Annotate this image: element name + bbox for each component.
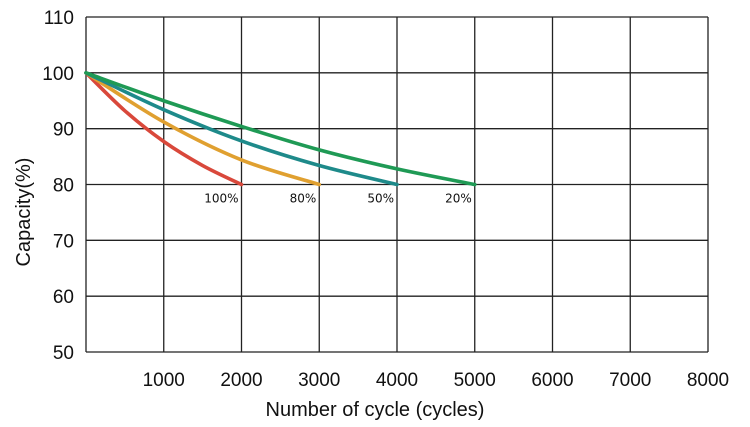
series-line [84,71,477,187]
x-tick-label: 2000 [220,370,262,391]
y-tick-label: 90 [53,120,74,141]
y-axis-label: Capacity(%) [13,158,35,267]
y-tick-label: 80 [53,176,74,197]
series-label: 100% [204,192,238,206]
series-label: 80% [290,192,317,206]
x-tick-label: 5000 [454,370,496,391]
series-lines [84,71,477,187]
x-tick-label: 3000 [298,370,340,391]
x-tick-label: 1000 [143,370,185,391]
y-tick-label: 70 [53,231,74,252]
x-tick-label: 7000 [609,370,651,391]
series-line [84,71,399,187]
series-line [84,71,322,187]
y-tick-label: 100 [42,64,74,85]
x-tick-labels: 1000 2000 3000 4000 5000 6000 7000 8000 [143,370,730,391]
x-axis-label: Number of cycle (cycles) [266,399,485,421]
y-tick-label: 60 [53,287,74,308]
y-tick-labels: 50 60 70 80 90 100 110 [42,8,74,364]
x-tick-label: 8000 [687,370,729,391]
y-tick-label: 50 [53,343,74,364]
y-tick-label: 110 [44,8,74,29]
x-tick-label: 4000 [376,370,418,391]
series-label: 50% [367,192,394,206]
series-labels: 100% 80% 50% 20% [204,192,472,206]
x-tick-label: 6000 [531,370,573,391]
series-line [84,71,244,187]
series-label: 20% [445,192,472,206]
